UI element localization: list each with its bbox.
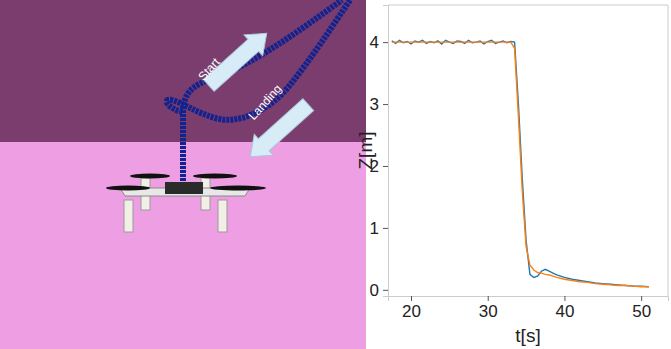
landing-label: Landing: [246, 82, 285, 123]
axis-line: [383, 6, 389, 297]
tick-label: 20: [402, 302, 421, 321]
plot-background: [388, 5, 668, 296]
tick-label: 40: [555, 302, 574, 321]
series-line: [392, 42, 649, 287]
axis-line: [389, 297, 669, 302]
tick: 20: [402, 296, 421, 321]
scene: Start Landing: [0, 0, 366, 349]
tick: 1: [370, 219, 388, 238]
tick: 3: [370, 95, 388, 114]
x-axis-title: t[s]: [515, 325, 540, 346]
tick: 4: [370, 33, 388, 52]
tick-mark: [641, 296, 642, 301]
drone-leg: [218, 200, 227, 232]
tick-mark: [383, 42, 388, 43]
drone-rotor: [193, 174, 237, 179]
tick-mark: [383, 166, 388, 167]
tick-label: 1: [370, 219, 379, 238]
lines: [392, 40, 649, 286]
tick-mark: [383, 290, 388, 291]
tick: 40: [555, 296, 574, 321]
tick-mark: [383, 228, 388, 229]
trajectory: [167, 0, 350, 185]
tick-mark: [564, 296, 565, 301]
ground: [0, 142, 366, 349]
y-axis-title: Z[m]: [355, 132, 376, 170]
drone-rotor: [106, 186, 150, 191]
drone: [106, 174, 266, 233]
tick: 30: [479, 296, 498, 321]
series-line: [392, 40, 649, 286]
x-axis: 20 30 40 50: [389, 296, 669, 321]
tick-label: 3: [370, 95, 379, 114]
tick: 0: [370, 281, 388, 300]
tick-label: 4: [370, 33, 379, 52]
start-label: Start: [195, 55, 223, 84]
trajectory-up: [183, 0, 342, 185]
drone-body: [165, 182, 203, 194]
tick-mark: [383, 104, 388, 105]
drone-leg: [124, 200, 133, 232]
tick-mark: [411, 296, 412, 301]
frame-top: [388, 5, 668, 6]
tick-label: 30: [479, 302, 498, 321]
tick-label: 0: [370, 281, 379, 300]
tick-mark: [488, 296, 489, 301]
tick: 50: [632, 296, 651, 321]
drone-rotor: [130, 174, 170, 179]
tick-label: 50: [632, 302, 651, 321]
figure: StartLanding2030405001234t[s]Z[m]: [0, 0, 671, 349]
frame-right: [668, 5, 669, 296]
drone-rotor: [210, 186, 266, 191]
